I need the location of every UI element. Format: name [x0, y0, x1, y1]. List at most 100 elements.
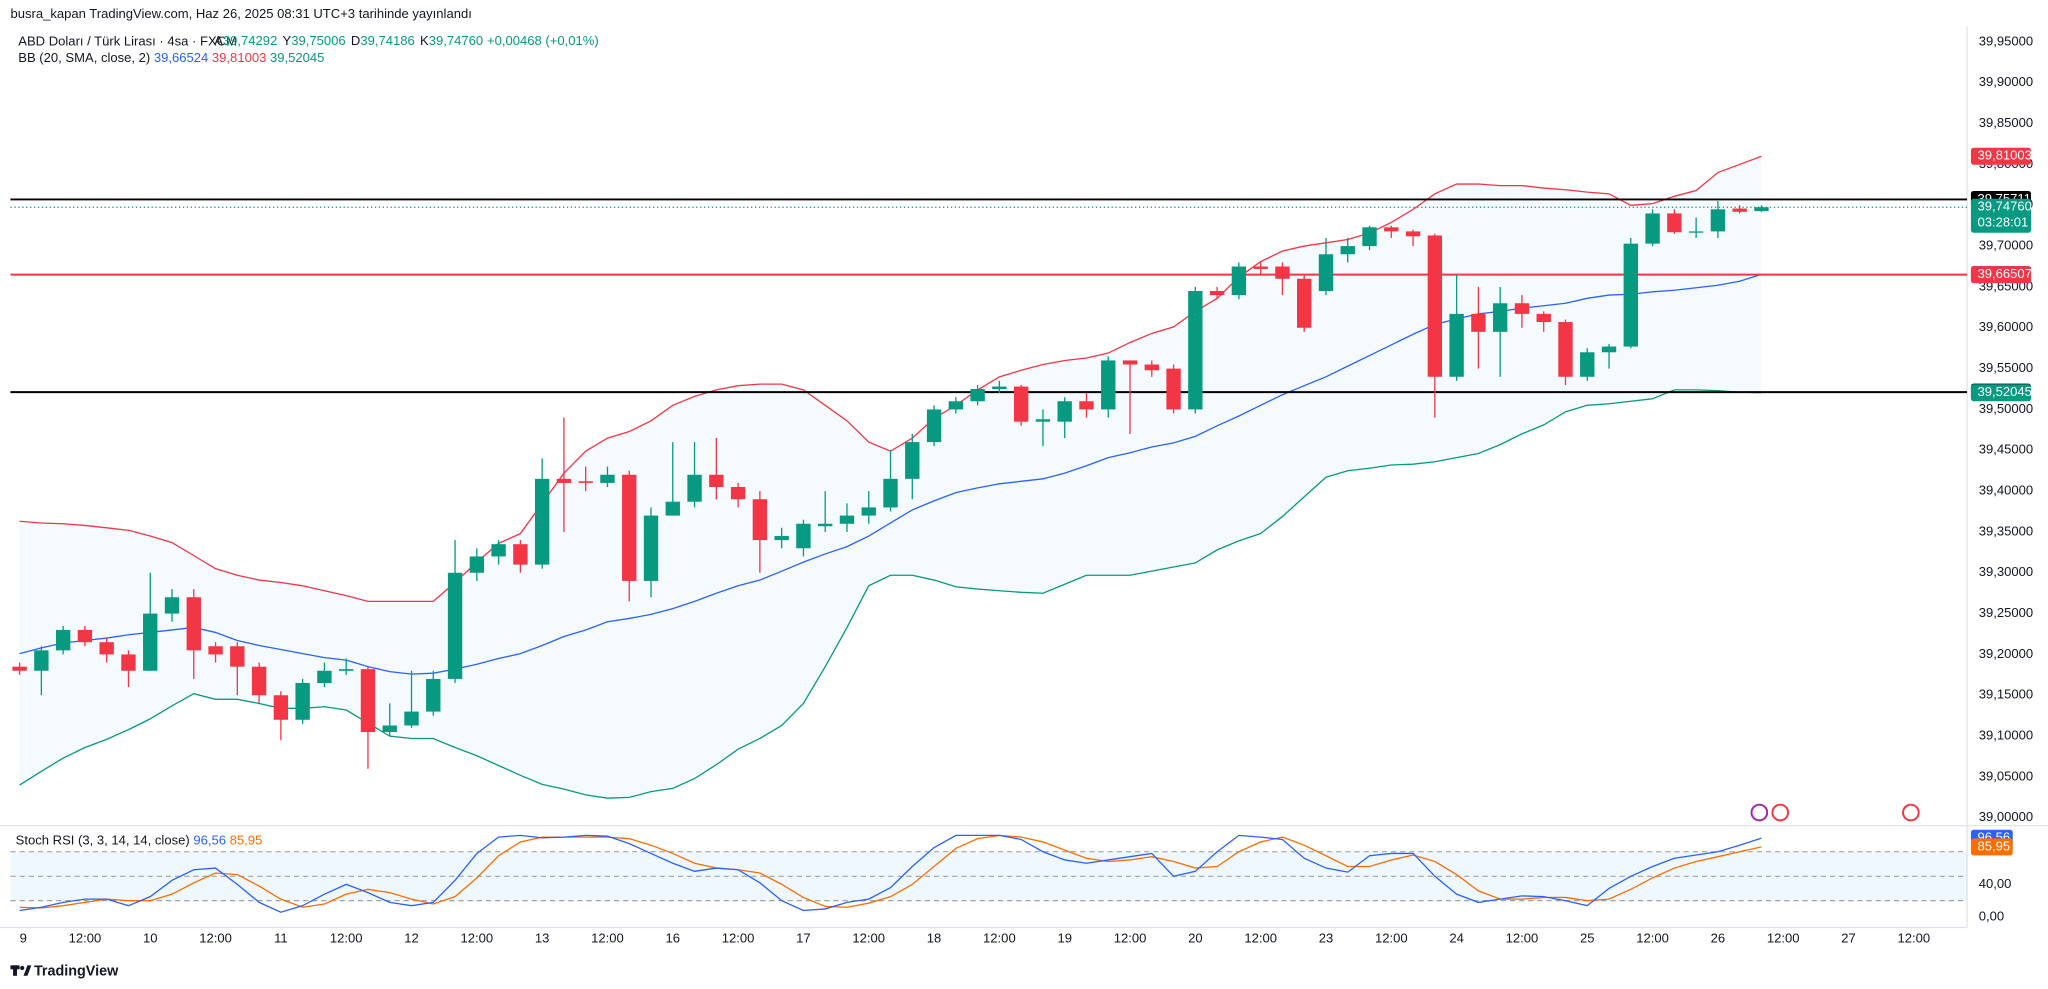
x-tick-label: 18 — [927, 931, 942, 946]
candle-body — [1231, 266, 1247, 296]
candle-body — [1340, 246, 1355, 255]
candle-body — [1079, 401, 1094, 410]
candle-body — [1209, 291, 1225, 296]
stoch-tick-label: 0,00 — [1979, 908, 2004, 923]
bb-basis-line — [19, 273, 1762, 675]
last-price-tag: 39,74760 — [1977, 199, 2031, 214]
stoch-d-tag-bg — [1970, 838, 2013, 856]
candle-body — [143, 613, 158, 671]
candle-body — [1188, 291, 1203, 410]
candle-body — [426, 678, 441, 712]
x-tick-label: 25 — [1580, 931, 1595, 946]
last-price-tag-countdown: 03:28:01 — [1977, 214, 2028, 229]
x-tick-label: 12:00 — [1898, 931, 1931, 946]
bb-lower-line — [19, 389, 1762, 799]
candle-body — [360, 669, 376, 733]
x-tick-label: 12:00 — [1636, 931, 1669, 946]
x-tick-label: 12:00 — [722, 931, 755, 946]
candle-body — [382, 725, 397, 733]
candle-body — [1688, 231, 1704, 233]
ohlc-change: +0,00468 (+0,01%) — [487, 33, 599, 48]
y-tick-label: 39,70000 — [1979, 238, 2033, 253]
y-tick-label: 39,60000 — [1979, 319, 2033, 334]
candle-body — [1558, 322, 1573, 377]
candle-body — [926, 409, 942, 443]
ohlc-legend: A39,74292 Y39,75006 D39,74186 K39,74760 +0,0… — [214, 33, 599, 48]
y-tick-label: 39,90000 — [1979, 74, 2033, 89]
x-tick-label: 26 — [1711, 931, 1726, 946]
candle-body — [992, 386, 1007, 390]
stoch-legend: Stoch RSI (3, 3, 14, 14, close) 96,56 85… — [16, 833, 263, 848]
candle-body — [883, 478, 898, 508]
candle-body — [469, 556, 485, 573]
candle-body — [295, 683, 310, 720]
candle-body — [230, 646, 245, 667]
stoch-d-tag: 85,95 — [1977, 838, 2010, 853]
candle-body — [99, 642, 114, 655]
stoch-d-value: 85,95 — [230, 833, 263, 848]
x-tick-label: 12:00 — [852, 931, 885, 946]
candle-body — [1471, 313, 1486, 332]
price-line-tag: 39,66507 — [1977, 266, 2031, 281]
candle-body — [600, 474, 615, 483]
x-tick-label: 12:00 — [1244, 931, 1277, 946]
x-tick-label: 27 — [1841, 931, 1856, 946]
x-tick-label: 12 — [404, 931, 419, 946]
event-icon — [1750, 803, 1769, 822]
x-tick-label: 10 — [143, 931, 158, 946]
x-tick-label: 12:00 — [1114, 931, 1147, 946]
candle-body — [774, 536, 789, 541]
candle-body — [339, 669, 354, 671]
candle-body — [861, 507, 876, 516]
ohlc-key: D — [351, 33, 360, 48]
candle-body — [1601, 346, 1617, 353]
event-icon — [1902, 803, 1920, 822]
bb-upper-value: 39,81003 — [212, 50, 266, 65]
y-tick-label: 39,30000 — [1979, 564, 2033, 579]
y-tick-label: 39,15000 — [1979, 687, 2033, 702]
published-note: busra_kapan TradingView.com, Haz 26, 202… — [10, 6, 471, 21]
candle-body — [818, 523, 833, 527]
x-tick-label: 12:00 — [460, 931, 493, 946]
x-tick-label: 20 — [1188, 931, 1203, 946]
bb-lower-value: 39,52045 — [270, 50, 324, 65]
candle-body — [1645, 213, 1660, 244]
candle-body — [121, 654, 136, 671]
candle-body — [687, 474, 702, 502]
candle-body — [970, 389, 985, 402]
x-tick-label: 12:00 — [983, 931, 1016, 946]
candle-body — [491, 544, 506, 557]
candle-body — [55, 629, 71, 651]
stoch-label: Stoch RSI (3, 3, 14, 14, close) — [16, 833, 190, 848]
candle-body — [622, 474, 637, 581]
candle-body — [1754, 207, 1769, 212]
y-tick-label: 39,85000 — [1979, 115, 2033, 130]
y-tick-label: 39,45000 — [1979, 442, 2033, 457]
candle-body — [251, 666, 267, 696]
stoch-k-line — [19, 834, 1762, 913]
candle-body — [1492, 303, 1508, 332]
candle-body — [752, 499, 768, 541]
y-tick-label: 39,00000 — [1979, 809, 2033, 824]
candle-body — [1275, 266, 1290, 279]
candle-body — [1144, 364, 1159, 371]
candle-body — [839, 515, 855, 524]
logo-mark — [23, 965, 32, 976]
x-tick-label: 11 — [274, 931, 288, 946]
x-tick-label: 13 — [535, 931, 550, 946]
candle-body — [1013, 386, 1029, 422]
y-tick-label: 39,40000 — [1979, 483, 2033, 498]
last-price-tag-bg — [1970, 198, 2032, 233]
candle-body — [186, 597, 201, 651]
candle-body — [730, 487, 746, 500]
candle-body — [1166, 368, 1181, 410]
x-tick-label: 16 — [666, 931, 681, 946]
y-tick-label: 39,55000 — [1979, 360, 2033, 375]
event-icon — [1771, 803, 1790, 822]
x-tick-label: 9 — [20, 931, 27, 946]
candle-body — [665, 501, 680, 516]
candle-body — [273, 695, 289, 720]
candle-body — [948, 401, 964, 410]
candle-body — [12, 666, 27, 671]
